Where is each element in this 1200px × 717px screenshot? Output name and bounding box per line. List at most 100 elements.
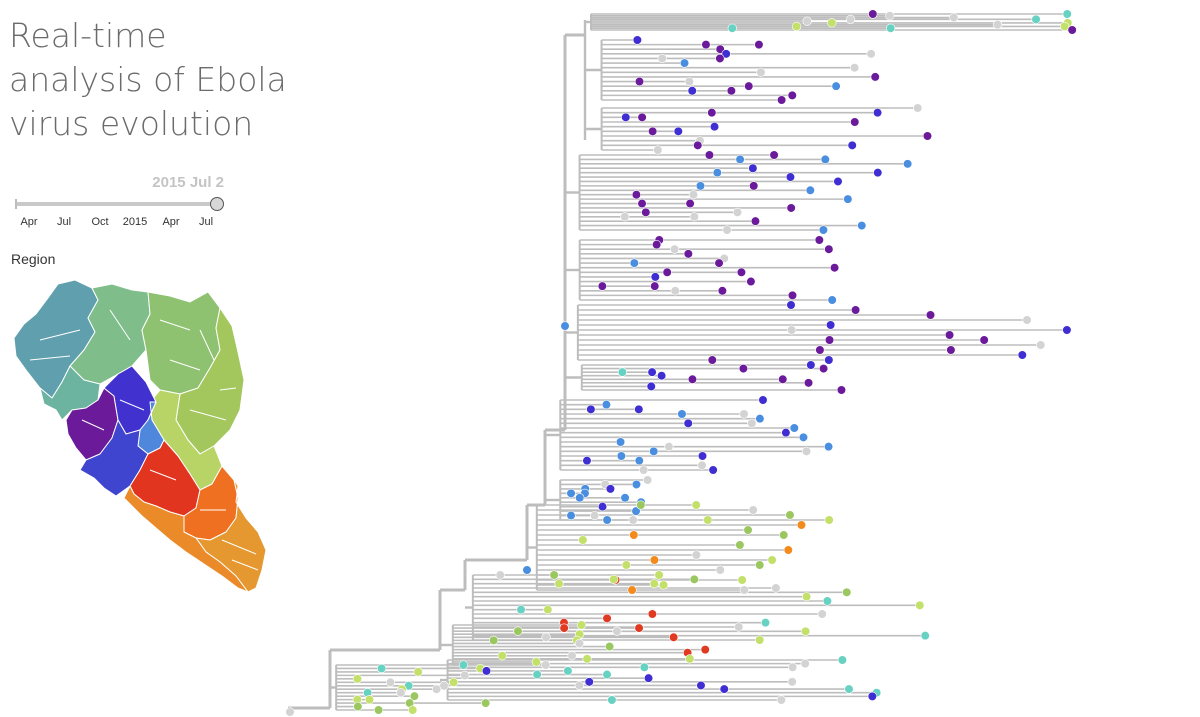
tree-tip[interactable] xyxy=(646,381,656,392)
tree-tip[interactable] xyxy=(833,176,843,187)
tree-tip[interactable] xyxy=(843,194,853,204)
tree-tip[interactable] xyxy=(743,525,753,535)
tree-tip[interactable] xyxy=(658,580,669,590)
tree-tip[interactable] xyxy=(683,249,693,259)
tree-tip[interactable] xyxy=(771,583,781,593)
tree-tip[interactable] xyxy=(602,515,612,525)
tree-tip[interactable] xyxy=(647,609,657,619)
tree-tip[interactable] xyxy=(559,623,569,633)
tree-tip[interactable] xyxy=(691,500,701,510)
tree-tip[interactable] xyxy=(687,374,698,384)
tree-tip[interactable] xyxy=(802,16,812,26)
tree-tip[interactable] xyxy=(620,493,630,503)
tree-tip[interactable] xyxy=(637,198,647,209)
tree-tip[interactable] xyxy=(489,635,499,645)
tree-tip[interactable] xyxy=(664,442,674,452)
tree-tip[interactable] xyxy=(803,378,814,388)
tree-tip[interactable] xyxy=(842,587,852,597)
tree-tip[interactable] xyxy=(748,505,758,515)
tree-tip[interactable] xyxy=(755,560,765,570)
tree-tip[interactable] xyxy=(567,651,577,661)
tree-tip[interactable] xyxy=(385,677,396,687)
tree-tip[interactable] xyxy=(789,423,799,433)
tree-tip[interactable] xyxy=(817,609,827,619)
tree-tip[interactable] xyxy=(778,374,788,384)
tree-tip[interactable] xyxy=(582,654,592,664)
tree-tip[interactable] xyxy=(849,63,860,73)
tree-tip[interactable] xyxy=(708,465,718,475)
tree-tip[interactable] xyxy=(696,680,706,691)
tree-tip[interactable] xyxy=(721,49,731,59)
tree-tip[interactable] xyxy=(913,103,923,113)
tree-tip[interactable] xyxy=(903,159,913,169)
tree-tip[interactable] xyxy=(662,267,672,277)
map-region-liberia-coast[interactable] xyxy=(123,485,249,593)
tree-tip[interactable] xyxy=(684,76,694,87)
tree-tip[interactable] xyxy=(560,321,570,331)
tree-tip[interactable] xyxy=(653,145,663,155)
tree-tip[interactable] xyxy=(922,131,933,141)
tree-tip[interactable] xyxy=(631,479,642,490)
tree-tip[interactable] xyxy=(669,244,680,254)
tree-tip[interactable] xyxy=(352,674,363,684)
tree-tip[interactable] xyxy=(715,565,725,575)
tree-tip[interactable] xyxy=(700,645,710,655)
tree-tip[interactable] xyxy=(563,666,573,676)
tree-tip[interactable] xyxy=(654,570,664,580)
tree-tip[interactable] xyxy=(1067,25,1077,35)
tree-tip[interactable] xyxy=(576,620,587,630)
tree-tip[interactable] xyxy=(481,666,492,676)
tree-tip[interactable] xyxy=(847,140,857,150)
tree-tip[interactable] xyxy=(541,660,551,670)
tree-tip[interactable] xyxy=(649,446,659,456)
tree-tip[interactable] xyxy=(631,190,641,200)
tree-tip[interactable] xyxy=(802,592,812,602)
tree-tip[interactable] xyxy=(798,432,809,442)
tree-tip[interactable] xyxy=(607,695,617,705)
tree-tip[interactable] xyxy=(866,49,876,59)
tree-tip[interactable] xyxy=(719,684,729,694)
tree-tip[interactable] xyxy=(554,579,564,589)
tree-tip[interactable] xyxy=(685,198,695,209)
tree-tip[interactable] xyxy=(822,596,832,606)
tree-tip[interactable] xyxy=(722,225,732,235)
tree-tip[interactable] xyxy=(543,605,553,615)
tree-tip[interactable] xyxy=(1031,14,1041,24)
tree-tip[interactable] xyxy=(373,705,384,715)
slider-handle-icon[interactable] xyxy=(210,197,224,211)
tree-tip[interactable] xyxy=(532,669,542,680)
tree-tip[interactable] xyxy=(637,112,647,122)
tree-tip[interactable] xyxy=(621,112,631,122)
tree-tip[interactable] xyxy=(687,86,697,96)
tree-tip[interactable] xyxy=(786,300,796,310)
tree-tip[interactable] xyxy=(641,207,651,217)
tree-tip[interactable] xyxy=(604,641,615,652)
tree-tip[interactable] xyxy=(785,172,796,182)
tree-tip[interactable] xyxy=(836,385,847,395)
tree-tip[interactable] xyxy=(634,76,645,87)
tree-tip[interactable] xyxy=(602,613,612,623)
tree-tip[interactable] xyxy=(574,638,585,649)
tree-tip[interactable] xyxy=(777,95,787,105)
tree-tip[interactable] xyxy=(726,86,736,96)
tree-tip[interactable] xyxy=(439,681,449,691)
tree-tip[interactable] xyxy=(689,212,699,222)
tree-tip[interactable] xyxy=(801,446,812,456)
tree-tip[interactable] xyxy=(597,502,608,512)
tree-tip[interactable] xyxy=(735,154,745,165)
date-slider[interactable] xyxy=(14,196,226,212)
tree-tip[interactable] xyxy=(992,20,1003,30)
tree-tip[interactable] xyxy=(824,244,834,254)
tree-tip[interactable] xyxy=(584,677,594,687)
tree-tip[interactable] xyxy=(944,330,955,340)
tree-tip[interactable] xyxy=(734,622,744,632)
tree-tip[interactable] xyxy=(738,363,748,374)
tree-tip[interactable] xyxy=(746,276,756,287)
tree-tip[interactable] xyxy=(597,281,607,291)
tree-tip[interactable] xyxy=(285,707,295,717)
tree-tip[interactable] xyxy=(636,500,646,510)
tree-tip[interactable] xyxy=(649,555,660,565)
tree-tip[interactable] xyxy=(688,190,699,200)
tree-tip[interactable] xyxy=(823,442,834,452)
tree-tip[interactable] xyxy=(1062,9,1072,19)
